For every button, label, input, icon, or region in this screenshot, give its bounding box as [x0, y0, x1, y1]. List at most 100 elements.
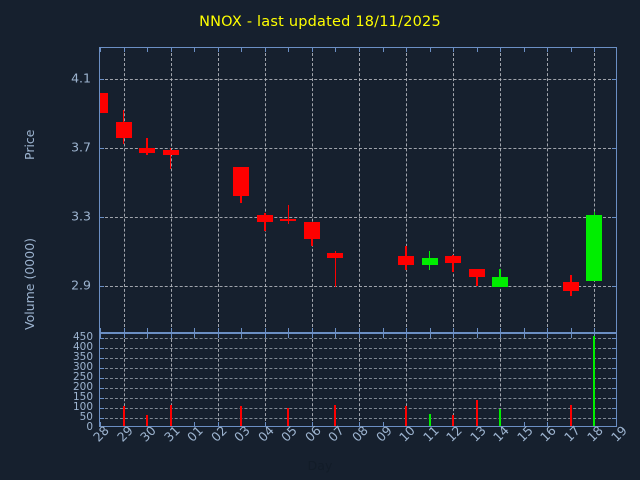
- axis-tick: [100, 418, 104, 419]
- axis-tick: [523, 328, 525, 332]
- price-tick-label: 2.9: [71, 277, 91, 293]
- volume-gridline-v: [311, 334, 313, 426]
- axis-tick: [612, 388, 616, 389]
- candle-wick: [287, 204, 290, 224]
- candlestick: [139, 137, 156, 155]
- candlestick: [280, 204, 297, 224]
- volume-gridline-v: [406, 334, 408, 426]
- axis-tick: [612, 216, 616, 218]
- axis-tick: [100, 338, 104, 339]
- axis-tick: [612, 147, 616, 149]
- axis-tick: [100, 48, 101, 52]
- price-gridline-v: [406, 48, 408, 332]
- candlestick: [233, 166, 250, 204]
- candle-body: [586, 215, 603, 281]
- volume-tick-label: 100: [72, 401, 93, 413]
- volume-gridline-v: [264, 334, 266, 426]
- volume-bar: [287, 408, 290, 426]
- axis-tick: [612, 285, 616, 287]
- price-gridline-v: [453, 48, 455, 332]
- axis-tick: [170, 328, 172, 332]
- axis-tick: [500, 48, 502, 52]
- axis-tick: [147, 48, 149, 52]
- candle-wick: [264, 213, 266, 231]
- price-gridline-h: [100, 147, 616, 149]
- axis-tick: [570, 334, 572, 338]
- price-gridline-h: [100, 285, 616, 287]
- volume-gridline-v: [453, 334, 455, 426]
- axis-tick: [170, 48, 172, 52]
- candle-body: [256, 215, 273, 222]
- axis-tick: [359, 422, 360, 426]
- volume-bar: [122, 406, 125, 426]
- volume-bar: [428, 414, 431, 426]
- volume-tick-label: 250: [72, 371, 93, 383]
- axis-tick: [612, 348, 616, 349]
- price-gridline-v: [264, 48, 266, 332]
- axis-tick: [612, 79, 616, 80]
- axis-tick: [217, 48, 219, 52]
- axis-tick: [382, 334, 384, 338]
- axis-tick: [217, 328, 219, 332]
- candle-body: [492, 277, 509, 288]
- axis-tick: [429, 334, 431, 338]
- volume-gridline-v: [359, 334, 360, 426]
- axis-tick: [194, 422, 196, 426]
- axis-tick: [382, 328, 384, 332]
- candle-body: [303, 222, 320, 240]
- volume-bar: [240, 406, 243, 426]
- axis-tick: [594, 328, 596, 332]
- axis-tick: [382, 48, 384, 52]
- volume-tick-label: 150: [72, 391, 93, 403]
- candle-body: [327, 253, 344, 259]
- candlestick: [421, 251, 438, 271]
- candle-body: [421, 258, 438, 266]
- axis-tick: [335, 328, 337, 332]
- axis-tick: [429, 328, 431, 332]
- axis-tick: [194, 334, 196, 338]
- axis-tick: [264, 422, 266, 426]
- price-gridline-h: [100, 216, 616, 218]
- axis-tick: [288, 334, 290, 338]
- axis-tick: [241, 328, 243, 332]
- candle-body: [562, 282, 579, 291]
- axis-tick: [100, 348, 104, 349]
- axis-tick: [311, 334, 313, 338]
- axis-tick: [100, 422, 101, 426]
- axis-tick: [570, 328, 572, 332]
- chart-title: NNOX - last updated 18/11/2025: [199, 14, 441, 30]
- axis-tick: [264, 48, 266, 52]
- volume-bar: [499, 409, 502, 426]
- axis-tick: [100, 358, 104, 359]
- axis-tick: [453, 334, 455, 338]
- axis-tick: [570, 48, 572, 52]
- candlestick: [468, 268, 485, 286]
- axis-tick: [217, 334, 219, 338]
- axis-tick: [288, 48, 290, 52]
- candlestick: [100, 92, 108, 114]
- volume-tick-label: 0: [86, 421, 93, 433]
- price-tick-label: 4.1: [71, 70, 91, 86]
- axis-tick: [288, 328, 290, 332]
- axis-tick: [523, 334, 525, 338]
- candle-body: [139, 147, 156, 154]
- candlestick: [327, 251, 344, 288]
- axis-tick: [406, 334, 408, 338]
- candlestick: [562, 275, 579, 297]
- candlestick: [162, 147, 179, 169]
- axis-tick: [147, 334, 149, 338]
- volume-tick-label: 50: [79, 411, 93, 423]
- axis-tick: [453, 48, 455, 52]
- candle-wick: [475, 268, 478, 286]
- volume-gridline-h: [100, 358, 616, 359]
- candle-wick: [452, 254, 454, 272]
- candlestick: [115, 110, 132, 145]
- candle-wick: [146, 137, 148, 155]
- price-panel: [99, 47, 617, 333]
- price-gridline-v: [170, 48, 172, 332]
- volume-bar: [475, 400, 478, 426]
- axis-tick: [547, 334, 549, 338]
- volume-tick-label: 400: [72, 341, 93, 353]
- axis-tick: [500, 334, 502, 338]
